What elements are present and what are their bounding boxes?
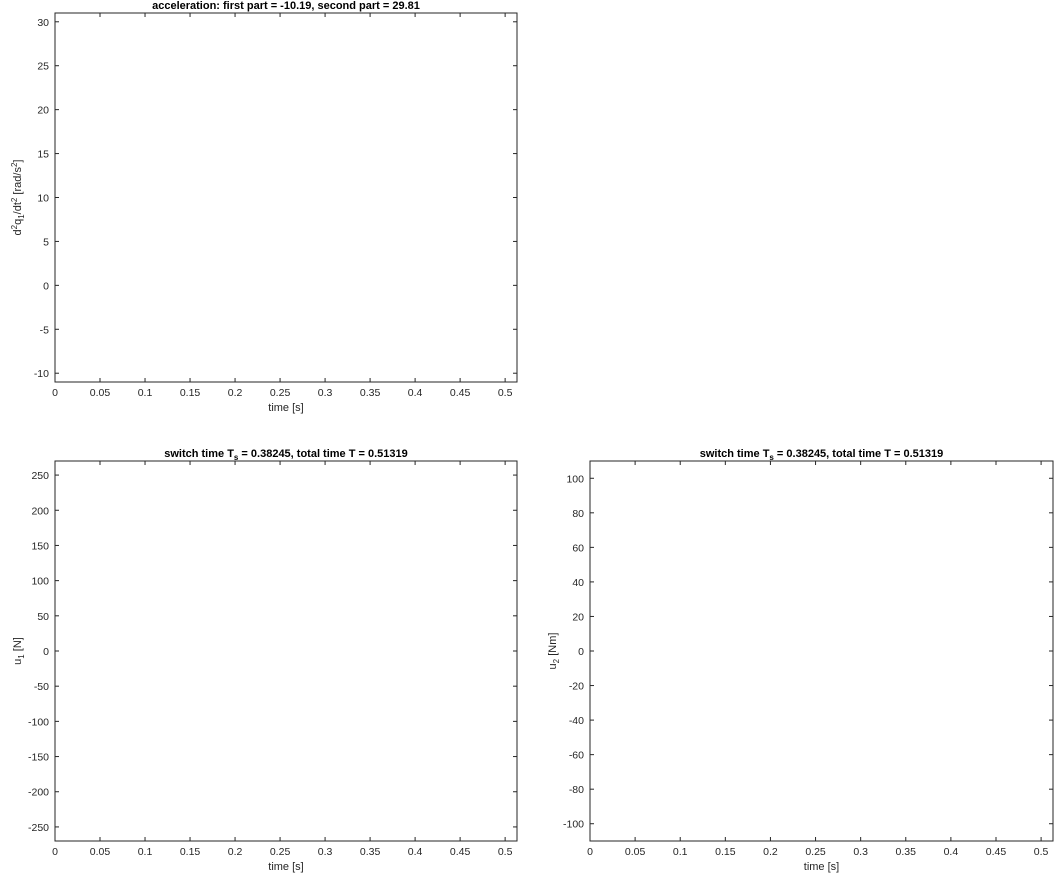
x-tick-label: 0.3 bbox=[318, 387, 333, 399]
y-tick-label: 100 bbox=[566, 473, 584, 485]
x-tick-label: 0.35 bbox=[360, 846, 381, 858]
x-axis-label: time [s] bbox=[268, 402, 303, 414]
x-tick-label: 0.5 bbox=[498, 387, 513, 399]
y-tick-label: 0 bbox=[43, 280, 49, 292]
y-tick-label: -20 bbox=[569, 681, 584, 693]
x-tick-label: 0.45 bbox=[450, 387, 471, 399]
y-tick-label: -10 bbox=[34, 368, 49, 380]
x-tick-label: 0.1 bbox=[673, 846, 688, 858]
x-tick-label: 0.35 bbox=[896, 846, 917, 858]
x-tick-label: 0.05 bbox=[90, 846, 111, 858]
y-tick-label: 250 bbox=[31, 470, 49, 482]
y-tick-label: -5 bbox=[40, 324, 49, 336]
x-tick-label: 0.3 bbox=[853, 846, 868, 858]
x-axis-label: time [s] bbox=[804, 861, 839, 873]
x-tick-label: 0.4 bbox=[408, 846, 423, 858]
x-tick-label: 0.45 bbox=[450, 846, 471, 858]
x-tick-label: 0.25 bbox=[270, 846, 291, 858]
y-tick-label: 15 bbox=[37, 149, 49, 161]
x-tick-label: 0.15 bbox=[180, 387, 201, 399]
x-tick-label: 0.25 bbox=[805, 846, 826, 858]
y-tick-label: -40 bbox=[569, 715, 584, 727]
x-tick-label: 0.2 bbox=[228, 846, 243, 858]
y-tick-label: 150 bbox=[31, 540, 49, 552]
y-tick-label: 5 bbox=[43, 236, 49, 248]
y-tick-label: -100 bbox=[563, 819, 584, 831]
x-tick-label: 0.3 bbox=[318, 846, 333, 858]
y-tick-label: 80 bbox=[572, 508, 584, 520]
x-tick-label: 0.25 bbox=[270, 387, 291, 399]
y-tick-label: 200 bbox=[31, 505, 49, 517]
x-tick-label: 0 bbox=[52, 846, 58, 858]
y-tick-label: -250 bbox=[28, 822, 49, 834]
x-tick-label: 0.4 bbox=[944, 846, 959, 858]
y-tick-label: -200 bbox=[28, 787, 49, 799]
y-tick-label: 20 bbox=[37, 105, 49, 117]
x-tick-label: 0.05 bbox=[90, 387, 111, 399]
x-tick-label: 0.4 bbox=[408, 387, 423, 399]
chart-u1: 0 0.05 0.1 0.15 0.2 0.25 0.3 0.35 0.4 0.45 0.5 -250… bbox=[12, 448, 518, 873]
y-tick-label: 0 bbox=[578, 646, 584, 658]
x-axis-label: time [s] bbox=[268, 861, 303, 873]
y-axis-label: u2 [Nm] bbox=[547, 633, 561, 670]
y-tick-label: -100 bbox=[28, 716, 49, 728]
y-tick-label: 50 bbox=[37, 611, 49, 623]
y-tick-label: -150 bbox=[28, 752, 49, 764]
y-tick-label: -50 bbox=[34, 681, 49, 693]
x-tick-label: 0 bbox=[587, 846, 593, 858]
y-tick-label: 100 bbox=[31, 576, 49, 588]
y-tick-label: 60 bbox=[572, 542, 584, 554]
y-axis-label: d2q1/dt2 [rad/s2] bbox=[10, 160, 26, 236]
x-tick-label: 0.05 bbox=[625, 846, 646, 858]
chart-title: acceleration: first part = -10.19, secon… bbox=[152, 0, 420, 12]
y-axis-label: u1 [N] bbox=[12, 637, 26, 665]
y-tick-label: 10 bbox=[37, 193, 49, 205]
x-tick-label: 0 bbox=[52, 387, 58, 399]
x-tick-label: 0.15 bbox=[180, 846, 201, 858]
axes-box bbox=[54, 460, 518, 842]
axes-box bbox=[589, 460, 1054, 842]
x-tick-label: 0.1 bbox=[138, 846, 153, 858]
y-tick-label: 0 bbox=[43, 646, 49, 658]
chart-u2: 0 0.05 0.1 0.15 0.2 0.25 0.3 0.35 0.4 0.45 0.5 -100… bbox=[547, 448, 1054, 873]
y-tick-label: -60 bbox=[569, 750, 584, 762]
x-tick-label: 0.5 bbox=[1034, 846, 1049, 858]
y-tick-label: -80 bbox=[569, 784, 584, 796]
axes-box bbox=[54, 12, 518, 383]
chart-title: switch time Ts = 0.38245, total time T =… bbox=[700, 448, 944, 462]
x-tick-label: 0.1 bbox=[138, 387, 153, 399]
y-tick-label: 25 bbox=[37, 61, 49, 73]
chart-title: switch time Ts = 0.38245, total time T =… bbox=[164, 448, 408, 462]
y-tick-label: 40 bbox=[572, 577, 584, 589]
chart-acceleration: 0 0.05 0.1 0.15 0.2 0.25 0.3 0.35 0.4 0.45 0.5 -10 -… bbox=[10, 0, 518, 414]
y-tick-label: 30 bbox=[37, 17, 49, 29]
x-tick-label: 0.5 bbox=[498, 846, 513, 858]
x-tick-label: 0.2 bbox=[228, 387, 243, 399]
x-tick-label: 0.15 bbox=[715, 846, 736, 858]
x-tick-label: 0.35 bbox=[360, 387, 381, 399]
y-tick-label: 20 bbox=[572, 611, 584, 623]
x-tick-label: 0.45 bbox=[986, 846, 1007, 858]
x-tick-label: 0.2 bbox=[763, 846, 778, 858]
